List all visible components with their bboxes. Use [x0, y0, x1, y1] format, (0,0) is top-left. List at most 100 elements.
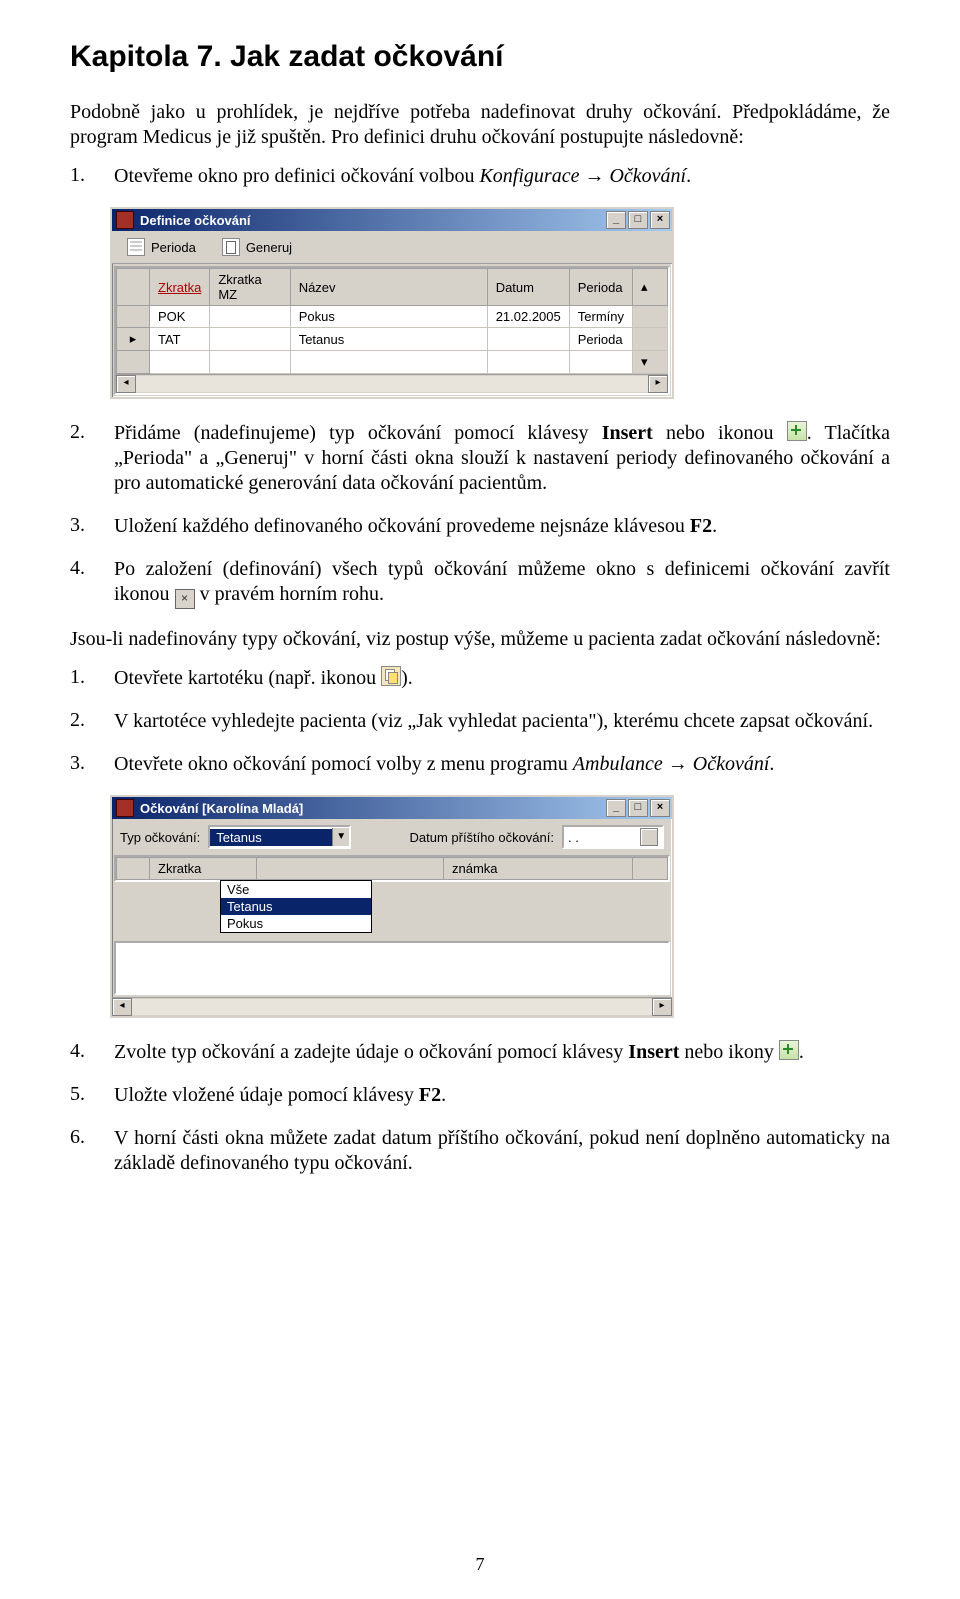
app-icon	[116, 799, 134, 817]
step-item: 1.Otevřeme okno pro definici očkování vo…	[70, 164, 890, 189]
typ-combo[interactable]: Tetanus ▼	[208, 825, 351, 849]
steps-list-b: 1.Otevřete kartotéku (např. ikonou ). 2. V…	[70, 666, 890, 1018]
titlebar: Definice očkování _ □ ×	[112, 209, 672, 231]
scroll-left[interactable]: ◂	[112, 998, 132, 1016]
step-text: Po založení (definování) všech typů očko…	[114, 557, 890, 609]
col-blank	[257, 858, 444, 880]
maximize-button[interactable]: □	[628, 799, 648, 817]
col-zkratka[interactable]: Zkratka	[150, 858, 257, 880]
row-marker: ▸	[117, 328, 150, 351]
combo-option[interactable]: Vše	[221, 881, 371, 898]
step-text: Uložte vložené údaje pomocí klávesy F2.	[114, 1083, 890, 1108]
intro-paragraph: Podobně jako u prohlídek, je nejdříve po…	[70, 100, 890, 150]
scroll-down[interactable]: ▾	[633, 351, 668, 374]
generuj-label: Generuj	[246, 240, 292, 255]
step-item: 5. Uložte vložené údaje pomocí klávesy F2…	[70, 1083, 890, 1108]
maximize-button[interactable]: □	[628, 211, 648, 229]
step-text: Zvolte typ očkování a zadejte údaje o oč…	[114, 1040, 890, 1065]
close-icon: ×	[175, 589, 195, 609]
calendar-icon[interactable]	[640, 828, 658, 846]
form-row: Typ očkování: Tetanus ▼ Datum příštího o…	[112, 819, 672, 855]
step-text: V kartotéce vyhledejte pacienta (viz „Ja…	[114, 709, 890, 734]
calendar-icon	[127, 238, 145, 256]
cell-zkratka-mz	[210, 328, 290, 351]
step-text: Otevřeme okno pro definici očkování volb…	[114, 164, 890, 189]
step-item: 2.Přidáme (nadefinujeme) typ očkování po…	[70, 421, 890, 496]
cell-perioda: Termíny	[569, 306, 632, 328]
step-text: V horní části okna můžete zadat datum př…	[114, 1126, 890, 1176]
step-number: 6.	[70, 1126, 88, 1149]
scroll-right[interactable]: ▸	[648, 375, 668, 393]
chevron-down-icon[interactable]: ▼	[332, 828, 349, 846]
bold-key: Insert	[628, 1041, 679, 1063]
embedded-window-item: Definice očkování _ □ × Perioda Generuj …	[70, 207, 890, 399]
step-item: 6. V horní části okna můžete zadat datum …	[70, 1126, 890, 1176]
combo-option[interactable]: Pokus	[221, 915, 371, 932]
cell-datum	[487, 328, 569, 351]
table-row[interactable]: POK Pokus 21.02.2005 Termíny	[117, 306, 668, 328]
h-scrollbar[interactable]: ◂ ▸	[112, 997, 672, 1016]
step-item: 3. Otevřete okno očkování pomocí volby z …	[70, 752, 890, 777]
datum-label: Datum příštího očkování:	[409, 830, 554, 845]
close-button[interactable]: ×	[650, 799, 670, 817]
cell-perioda: Perioda	[569, 328, 632, 351]
step-item: 3.Uložení každého definovaného očkování …	[70, 514, 890, 539]
cards-icon	[381, 666, 401, 686]
ockovani-window: Očkování [Karolína Mladá] _ □ × Typ očko…	[110, 795, 674, 1018]
table-row[interactable]: ▸ TAT Tetanus Perioda	[117, 328, 668, 351]
col-marker	[117, 269, 150, 306]
scroll-track[interactable]	[132, 999, 652, 1015]
step-number: 4.	[70, 557, 88, 580]
grid: Zkratka známka	[114, 855, 670, 882]
toolbar: Perioda Generuj	[112, 231, 672, 264]
step-number: 5.	[70, 1083, 88, 1106]
cell-nazev: Tetanus	[290, 328, 487, 351]
cell-zkratka-mz	[210, 306, 290, 328]
step-number: 4.	[70, 1040, 88, 1063]
scroll-right[interactable]: ▸	[652, 998, 672, 1016]
table-header-row: Zkratka Zkratka MZ Název Datum Perioda ▴	[117, 269, 668, 306]
embedded-window-item: Očkování [Karolína Mladá] _ □ × Typ očko…	[70, 795, 890, 1018]
combo-option[interactable]: Tetanus	[221, 898, 371, 915]
scroll-up[interactable]: ▴	[633, 269, 668, 306]
step-number: 2.	[70, 709, 88, 732]
date-field[interactable]: . .	[562, 825, 664, 849]
perioda-label: Perioda	[151, 240, 196, 255]
step-number: 3.	[70, 752, 88, 775]
col-perioda[interactable]: Perioda	[569, 269, 632, 306]
scroll-left[interactable]: ◂	[116, 375, 136, 393]
plus-icon	[779, 1040, 799, 1060]
grid-body	[114, 941, 670, 995]
step-item: 1.Otevřete kartotéku (např. ikonou ).	[70, 666, 890, 691]
step-text: Přidáme (nadefinujeme) typ očkování pomo…	[114, 421, 890, 496]
cell-zkratka: POK	[150, 306, 210, 328]
col-zkratka[interactable]: Zkratka	[150, 269, 210, 306]
chapter-title: Kapitola 7. Jak zadat očkování	[70, 40, 890, 74]
col-znamka[interactable]: známka	[444, 858, 633, 880]
col-nazev[interactable]: Název	[290, 269, 487, 306]
col-datum[interactable]: Datum	[487, 269, 569, 306]
close-button[interactable]: ×	[650, 211, 670, 229]
perioda-button[interactable]: Perioda	[120, 235, 203, 259]
date-value: . .	[568, 830, 579, 845]
minimize-button[interactable]: _	[606, 211, 626, 229]
col-zkratka-mz[interactable]: Zkratka MZ	[210, 269, 290, 306]
h-scrollbar[interactable]: ◂ ▸	[116, 374, 668, 393]
cell-zkratka: TAT	[150, 328, 210, 351]
table-header-row: Zkratka známka	[117, 858, 668, 880]
between-paragraph: Jsou-li nadefinovány typy očkování, viz …	[70, 627, 890, 652]
generuj-button[interactable]: Generuj	[215, 235, 299, 259]
scroll-track	[633, 306, 668, 328]
steps-list-c: 4. Zvolte typ očkování a zadejte údaje o …	[70, 1040, 890, 1176]
window-title: Očkování [Karolína Mladá]	[140, 801, 606, 816]
minimize-button[interactable]: _	[606, 799, 626, 817]
scroll-track[interactable]	[136, 376, 648, 392]
scroll-track	[633, 328, 668, 351]
definice-ockovani-window: Definice očkování _ □ × Perioda Generuj …	[110, 207, 674, 399]
table-row: ▾	[117, 351, 668, 374]
row-marker	[117, 306, 150, 328]
window-title: Definice očkování	[140, 213, 606, 228]
combo-dropdown[interactable]: VšeTetanusPokus	[220, 880, 372, 933]
step-text: Otevřete okno očkování pomocí volby z me…	[114, 752, 890, 777]
step-item: 4. Zvolte typ očkování a zadejte údaje o …	[70, 1040, 890, 1065]
